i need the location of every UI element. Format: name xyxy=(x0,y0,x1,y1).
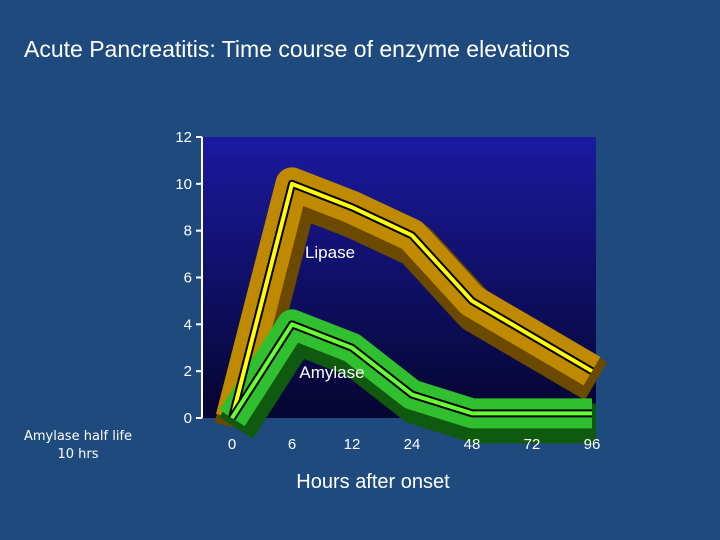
amylase-half-life-note: Amylase half life 10 hrs xyxy=(23,429,133,462)
x-tick-label: 96 xyxy=(584,436,601,453)
x-tick-label: 12 xyxy=(344,436,361,453)
x-tick-label: 48 xyxy=(464,436,481,453)
slide-title: Acute Pancreatitis: Time course of enzym… xyxy=(24,36,570,62)
amylase-series-label: Amylase xyxy=(299,363,364,382)
x-axis-title: Hours after onset xyxy=(296,471,450,493)
lipase-series-label: Lipase xyxy=(305,243,355,262)
x-tick-label: 24 xyxy=(404,436,421,453)
y-tick-label: 8 xyxy=(184,223,192,240)
y-tick-label: 4 xyxy=(184,316,192,333)
y-tick-label: 10 xyxy=(175,176,192,193)
y-tick-label: 12 xyxy=(175,129,192,146)
y-tick-label: 2 xyxy=(184,363,192,380)
y-tick-label: 0 xyxy=(184,410,192,427)
x-tick-label: 6 xyxy=(288,436,296,453)
y-tick-label: 6 xyxy=(184,270,192,287)
x-tick-label: 72 xyxy=(524,436,541,453)
x-tick-label: 0 xyxy=(228,436,236,453)
